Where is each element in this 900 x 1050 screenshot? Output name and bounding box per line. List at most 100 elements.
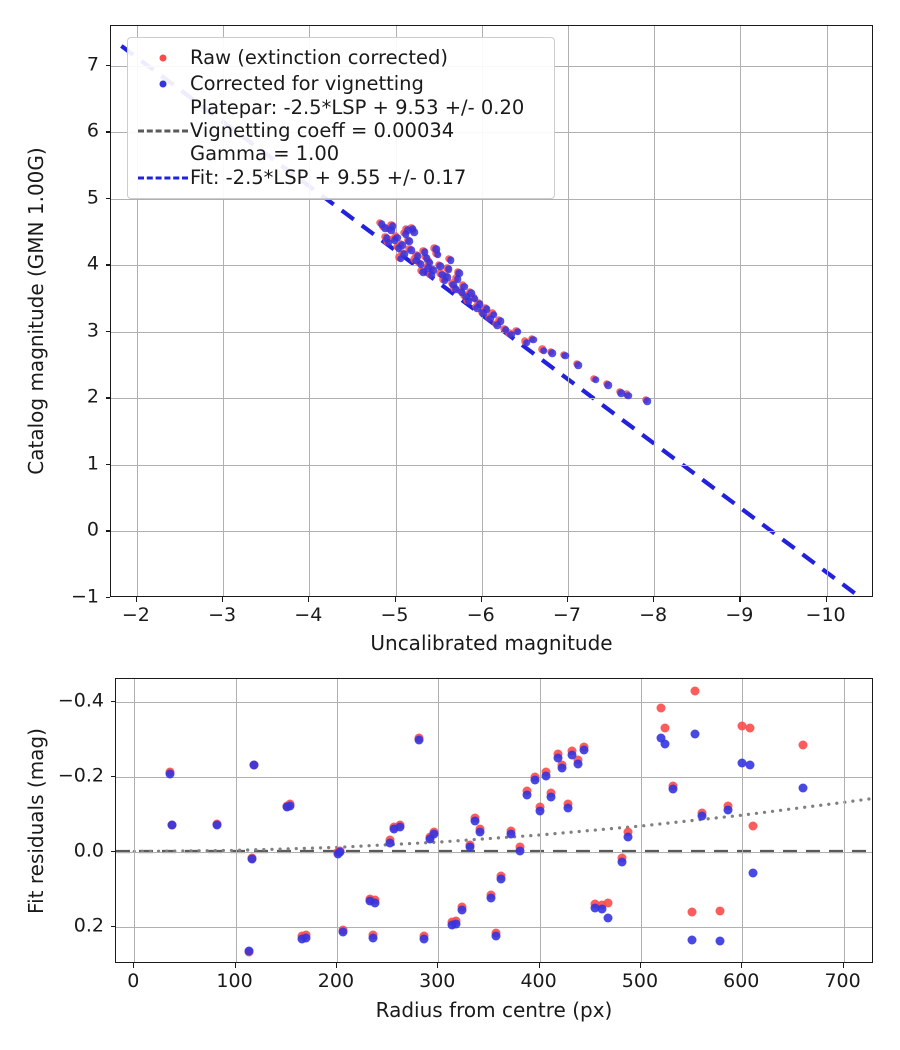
x-tick-label: −6: [466, 604, 495, 626]
y-tick: [110, 700, 115, 702]
data-point-corrected: [335, 847, 345, 857]
y-tick-label: −0.2: [57, 764, 104, 786]
data-point-corrected: [561, 352, 570, 360]
data-point-raw: [687, 907, 697, 917]
x-tick: [133, 963, 135, 968]
data-point-corrected: [249, 760, 259, 770]
data-point-corrected: [416, 260, 425, 268]
data-point-corrected: [405, 237, 414, 246]
x-tick-label: −9: [725, 604, 754, 626]
data-point-corrected: [381, 224, 389, 232]
magnitude-plot-xlabel: Uncalibrated magnitude: [370, 631, 613, 655]
data-point-corrected: [396, 255, 405, 263]
y-tick-label: −1: [70, 585, 99, 608]
data-point-raw: [690, 686, 700, 696]
data-point-raw: [660, 723, 670, 733]
gridline-horizontal: [111, 265, 872, 267]
data-point-raw: [715, 906, 725, 916]
x-tick-label: 700: [824, 970, 861, 992]
data-point-corrected: [491, 931, 501, 941]
data-point-corrected: [451, 919, 461, 929]
legend-marker-blue-dot-icon: [136, 73, 190, 95]
data-point-corrected: [493, 321, 501, 330]
y-tick-label: 0: [86, 518, 99, 541]
data-point-corrected: [604, 381, 613, 389]
legend-item-corrected[interactable]: Corrected for vignetting: [136, 71, 544, 97]
x-tick: [825, 597, 827, 602]
data-point-corrected: [590, 903, 600, 913]
legend-marker-red-dot-icon: [136, 47, 190, 69]
data-point-corrected: [414, 735, 424, 745]
legend-item-platepar[interactable]: Platepar: -2.5*LSP + 9.53 +/- 0.20 Vigne…: [136, 96, 544, 165]
x-tick: [566, 597, 569, 602]
data-point-corrected: [470, 816, 480, 826]
gridline-horizontal: [116, 926, 872, 928]
data-point-corrected: [453, 275, 462, 284]
data-point-corrected: [591, 376, 600, 384]
data-point-corrected: [395, 822, 405, 832]
gridline-vertical: [567, 26, 569, 596]
data-point-corrected: [467, 289, 476, 298]
data-point-corrected: [383, 234, 391, 242]
data-point-corrected: [603, 913, 613, 923]
x-tick: [437, 963, 439, 968]
y-tick-label: 2: [86, 385, 99, 408]
data-point-corrected: [165, 769, 175, 778]
data-point-corrected: [285, 801, 295, 811]
data-point-corrected: [385, 838, 395, 847]
data-point-corrected: [507, 330, 515, 339]
legend-label-corrected: Corrected for vignetting: [190, 71, 424, 95]
legend-item-raw[interactable]: Raw (extinction corrected): [136, 45, 544, 71]
gridline-vertical: [742, 679, 744, 962]
plot-legend[interactable]: Raw (extinction corrected) Corrected for…: [127, 37, 555, 200]
x-tick: [639, 963, 642, 968]
data-point-corrected: [475, 827, 485, 837]
data-point-corrected: [387, 226, 395, 234]
data-point-corrected: [479, 309, 488, 318]
gridline-vertical: [395, 26, 397, 596]
x-tick: [480, 597, 482, 602]
y-tick: [105, 197, 110, 200]
y-tick: [110, 850, 115, 852]
data-point-corrected: [697, 811, 707, 820]
data-point-corrected: [548, 349, 557, 357]
data-point-raw: [748, 821, 758, 831]
residuals-plot-ylabel: Fit residuals (mag): [24, 727, 48, 914]
gridline-horizontal: [111, 398, 872, 400]
x-tick-label: 200: [317, 970, 355, 992]
x-tick: [842, 963, 844, 968]
residuals-plot-canvas: [116, 797, 872, 854]
data-point-corrected: [432, 245, 440, 254]
data-point-raw: [798, 740, 808, 750]
data-point-corrected: [465, 842, 475, 852]
y-tick: [110, 925, 115, 927]
gridline-horizontal: [111, 198, 872, 200]
data-point-corrected: [414, 252, 422, 260]
data-point-corrected: [476, 300, 484, 308]
data-point-corrected: [445, 265, 453, 274]
data-point-corrected: [446, 256, 455, 264]
data-point-corrected: [473, 304, 482, 312]
x-tick: [308, 597, 310, 602]
data-point-corrected: [541, 771, 551, 781]
data-point-corrected: [247, 854, 257, 864]
data-point-corrected: [452, 285, 460, 294]
data-point-corrected: [617, 389, 626, 397]
data-point-corrected: [426, 259, 434, 267]
gridline-vertical: [134, 679, 136, 962]
data-point-corrected: [515, 846, 525, 856]
y-tick: [105, 397, 110, 399]
x-tick-label: −10: [805, 604, 846, 626]
data-point-corrected: [244, 946, 254, 956]
y-tick-label: −0.4: [57, 689, 104, 711]
legend-label-platepar: Platepar: -2.5*LSP + 9.53 +/- 0.20 Vigne…: [190, 96, 525, 165]
data-point-corrected: [546, 792, 556, 802]
data-point-corrected: [438, 271, 446, 279]
legend-item-fit[interactable]: Fit: -2.5*LSP + 9.55 +/- 0.17: [136, 165, 544, 191]
data-point-raw: [745, 723, 755, 733]
data-point-corrected: [462, 292, 470, 301]
gridline-vertical: [826, 26, 828, 596]
y-tick: [105, 64, 110, 67]
data-point-corrected: [455, 269, 464, 278]
x-tick-label: −7: [552, 604, 581, 626]
